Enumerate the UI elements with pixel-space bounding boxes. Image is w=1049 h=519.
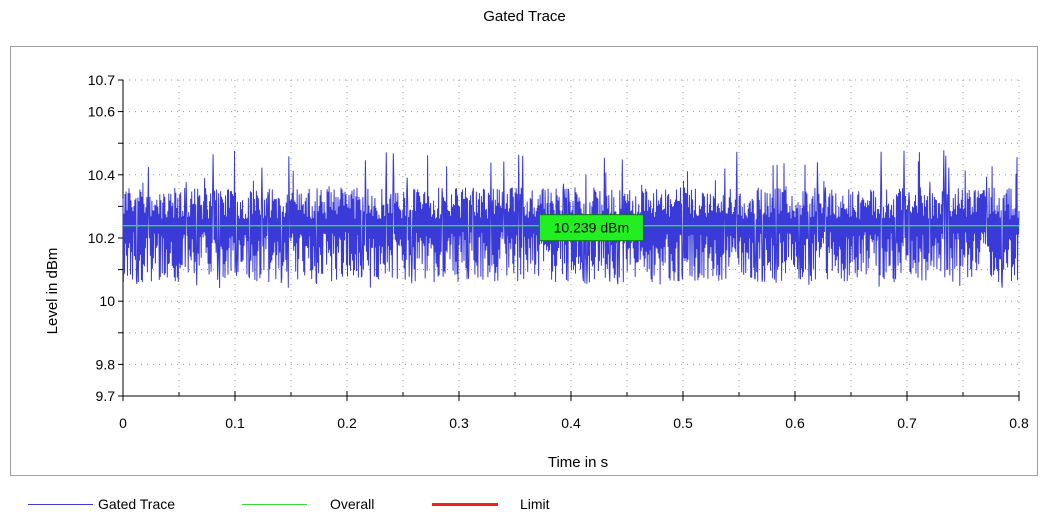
x-tick-label: 0.3 (449, 415, 469, 431)
chart-plot: 0 0.1 0.2 0.3 0.4 0.5 0.6 0.7 0.8 9.7 9.8 10 10.2 10.… (44, 72, 1029, 471)
tick-labels: 0 0.1 0.2 0.3 0.4 0.5 0.6 0.7 0.8 9.7 9.8 10 10.2 10.… (88, 72, 1029, 431)
legend-swatch-limit (432, 503, 498, 506)
y-tick-label: 9.8 (96, 356, 116, 372)
y-tick-label: 10.7 (88, 72, 115, 88)
legend-swatch-overall (242, 504, 307, 505)
x-tick-label: 0.4 (561, 415, 581, 431)
y-tick-label: 10.6 (88, 104, 115, 120)
gated-trace-line (122, 150, 1020, 289)
x-axis-label: Time in s (548, 454, 608, 471)
chart-title: Gated Trace (483, 8, 566, 25)
y-axis-label: Level in dBm (44, 248, 61, 335)
x-tick-label: 0.7 (897, 415, 917, 431)
y-tick-label: 9.7 (96, 388, 116, 404)
annotation-label: 10.239 dBm (554, 220, 630, 236)
axes (118, 79, 1020, 401)
legend-label-limit: Limit (520, 496, 550, 512)
y-tick-label: 10.2 (88, 230, 115, 246)
annotation-box (538, 214, 644, 242)
x-tick-label: 0 (119, 415, 127, 431)
x-tick-label: 0.8 (1009, 415, 1029, 431)
y-tick-label: 10.4 (88, 167, 115, 183)
y-tick-label: 10 (99, 293, 115, 309)
legend: Gated Trace Overall Limit (0, 492, 1049, 516)
x-tick-label: 0.5 (673, 415, 693, 431)
x-tick-label: 0.1 (225, 415, 245, 431)
legend-swatch-gated-trace (28, 504, 93, 505)
legend-label-gated-trace: Gated Trace (98, 496, 176, 512)
x-tick-label: 0.6 (785, 415, 805, 431)
series-gated-trace (122, 150, 1020, 289)
x-tick-label: 0.2 (337, 415, 357, 431)
legend-label-overall: Overall (330, 496, 375, 512)
annotation: 10.239 dBm (538, 214, 644, 242)
